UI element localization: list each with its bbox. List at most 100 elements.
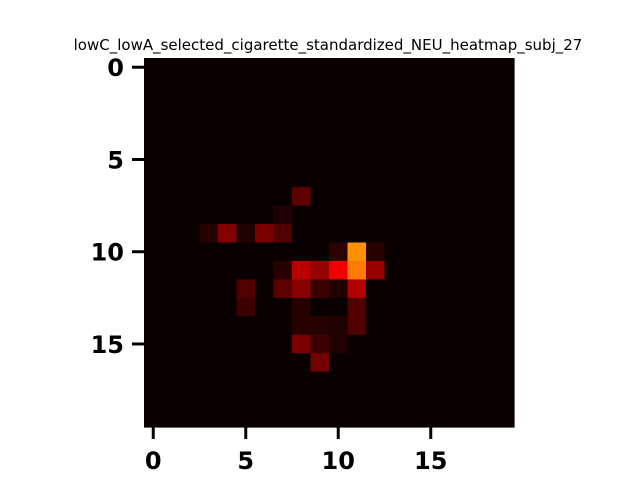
x-tick-label: 10 — [322, 447, 355, 475]
heatmap-cell — [181, 408, 201, 428]
heatmap-cell — [384, 297, 404, 317]
heatmap-cell — [403, 297, 423, 317]
heatmap-cell — [347, 353, 367, 373]
heatmap-cell — [403, 334, 423, 354]
heatmap-cell — [273, 242, 293, 262]
heatmap-cell — [162, 94, 182, 114]
heatmap-cell — [162, 58, 182, 78]
heatmap-cell — [458, 242, 478, 262]
heatmap-cell — [495, 297, 515, 317]
heatmap-cell — [292, 205, 312, 225]
heatmap-cell — [495, 408, 515, 428]
heatmap-cell — [384, 168, 404, 188]
heatmap-cell — [440, 279, 460, 299]
heatmap-cell — [384, 187, 404, 207]
heatmap-cell — [458, 297, 478, 317]
heatmap-cell — [477, 297, 497, 317]
heatmap-cell — [236, 353, 256, 373]
chart-title: lowC_lowA_selected_cigarette_standardize… — [74, 36, 583, 55]
heatmap-cell — [181, 371, 201, 391]
heatmap-cell — [329, 58, 349, 78]
heatmap-cell — [181, 224, 201, 244]
heatmap-cell — [218, 168, 238, 188]
heatmap-cell — [199, 371, 219, 391]
heatmap-cell — [477, 131, 497, 151]
heatmap-cell — [347, 260, 367, 280]
heatmap-cell — [403, 260, 423, 280]
heatmap-cell — [199, 408, 219, 428]
heatmap-cell — [477, 76, 497, 96]
heatmap-cell — [144, 58, 164, 78]
heatmap-cell — [292, 94, 312, 114]
heatmap-cell — [199, 316, 219, 336]
heatmap-cell — [440, 76, 460, 96]
heatmap-cell — [458, 334, 478, 354]
heatmap-cell — [255, 150, 275, 170]
heatmap-cell — [421, 408, 441, 428]
heatmap-cell — [329, 390, 349, 410]
heatmap-cell — [199, 224, 219, 244]
heatmap-cell — [181, 334, 201, 354]
heatmap-cell — [218, 205, 238, 225]
heatmap-cell — [495, 390, 515, 410]
heatmap-cell — [199, 279, 219, 299]
heatmap-cell — [162, 408, 182, 428]
heatmap-cell — [421, 297, 441, 317]
heatmap-cell — [347, 224, 367, 244]
heatmap-cell — [255, 187, 275, 207]
heatmap-cell — [236, 58, 256, 78]
heatmap-cell — [347, 113, 367, 133]
heatmap-cell — [458, 131, 478, 151]
heatmap-cell — [292, 316, 312, 336]
heatmap-cell — [384, 316, 404, 336]
heatmap-cell — [292, 76, 312, 96]
heatmap-cell — [495, 242, 515, 262]
heatmap-cell — [329, 260, 349, 280]
heatmap-cell — [218, 150, 238, 170]
heatmap-cell — [144, 205, 164, 225]
heatmap-cell — [384, 113, 404, 133]
heatmap-cell — [218, 371, 238, 391]
heatmap-cell — [366, 224, 386, 244]
heatmap-cell — [458, 353, 478, 373]
heatmap-cell — [329, 371, 349, 391]
heatmap-cell — [273, 334, 293, 354]
heatmap-cell — [366, 131, 386, 151]
heatmap-cell — [477, 58, 497, 78]
heatmap-cell — [329, 76, 349, 96]
heatmap-cell — [458, 168, 478, 188]
y-tick-label: 15 — [91, 331, 124, 359]
heatmap-cell — [218, 131, 238, 151]
heatmap-cell — [181, 58, 201, 78]
heatmap-cell — [440, 113, 460, 133]
heatmap-cell — [495, 187, 515, 207]
heatmap-cell — [310, 150, 330, 170]
heatmap-cell — [440, 131, 460, 151]
heatmap-cell — [384, 353, 404, 373]
heatmap-cell — [236, 371, 256, 391]
heatmap-cell — [384, 279, 404, 299]
heatmap-cell — [384, 408, 404, 428]
heatmap-cell — [347, 242, 367, 262]
heatmap-cell — [162, 113, 182, 133]
heatmap-cell — [144, 297, 164, 317]
heatmap-cell — [199, 187, 219, 207]
heatmap-cell — [236, 205, 256, 225]
heatmap-cell — [458, 58, 478, 78]
heatmap-cell — [329, 168, 349, 188]
heatmap-cell — [329, 353, 349, 373]
heatmap-cell — [403, 150, 423, 170]
heatmap-cell — [199, 58, 219, 78]
heatmap-cell — [310, 297, 330, 317]
heatmap-cell — [181, 297, 201, 317]
heatmap-cell — [236, 224, 256, 244]
heatmap-cell — [329, 316, 349, 336]
heatmap-cell — [403, 390, 423, 410]
heatmap-cell — [477, 113, 497, 133]
heatmap-cell — [403, 113, 423, 133]
heatmap-cell — [236, 334, 256, 354]
heatmap-cell — [458, 224, 478, 244]
heatmap-cell — [421, 187, 441, 207]
heatmap-cell — [273, 297, 293, 317]
heatmap-cell — [162, 224, 182, 244]
